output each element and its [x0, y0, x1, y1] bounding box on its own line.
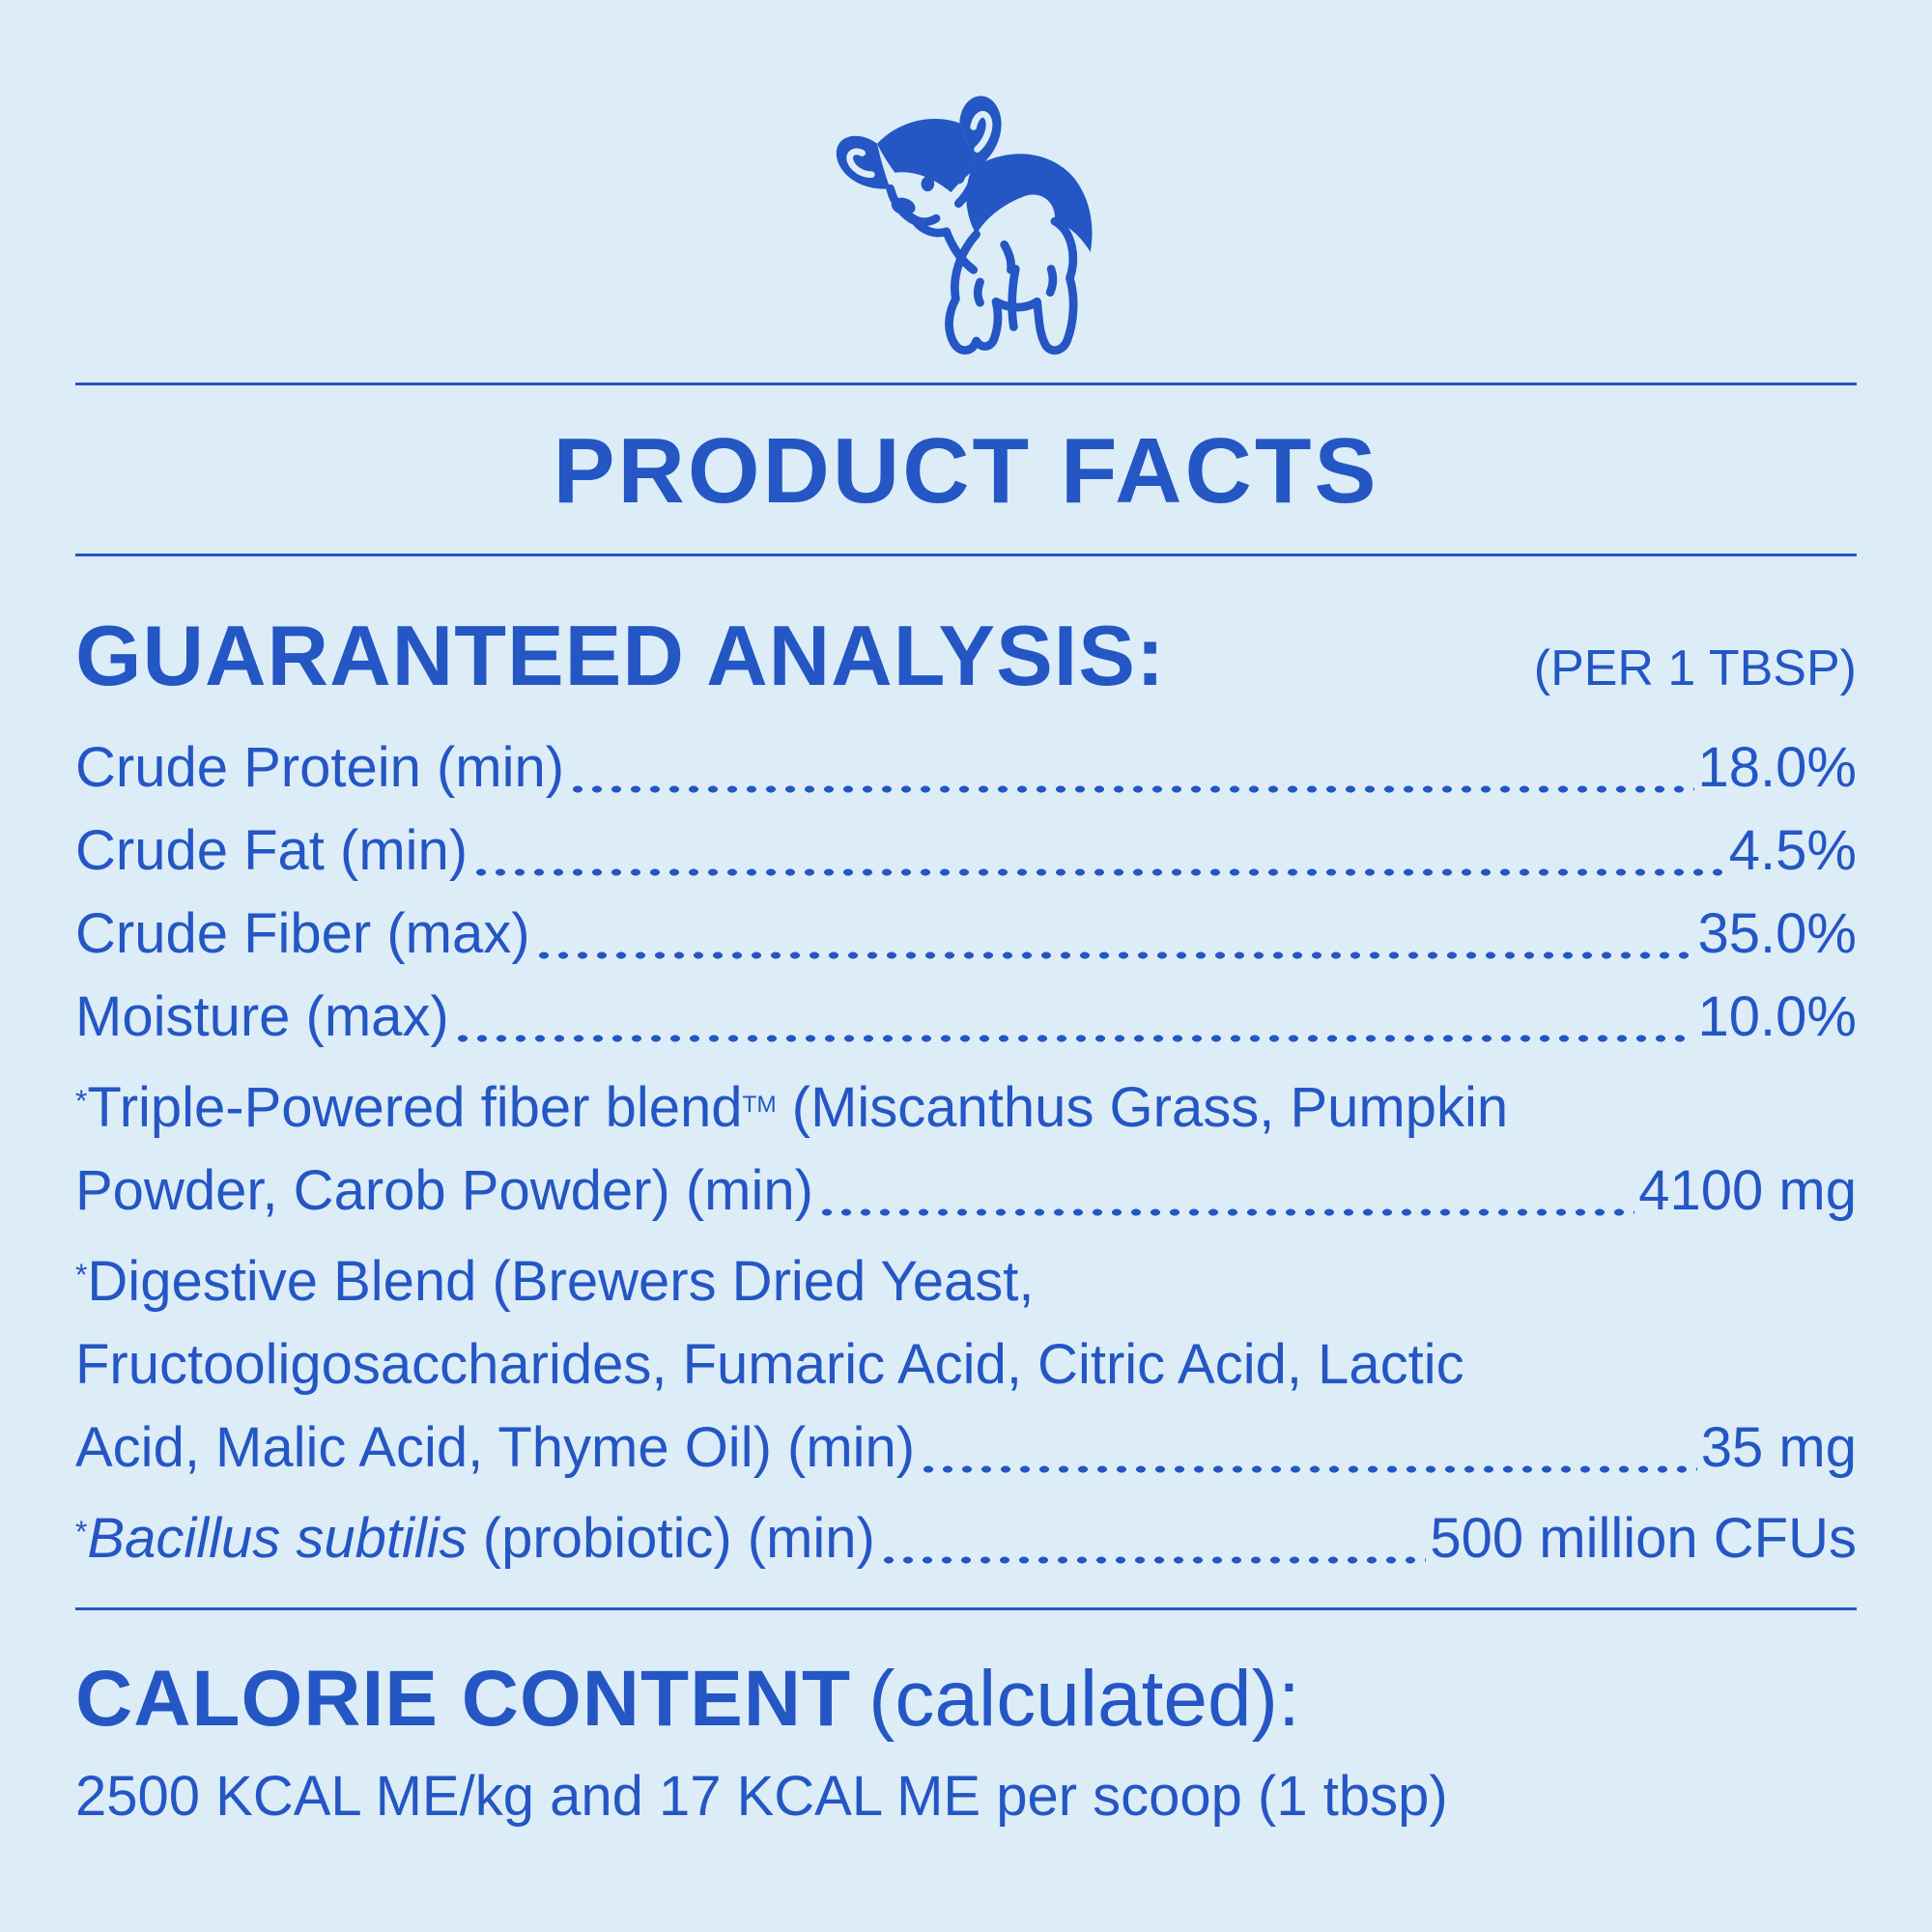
- calorie-content-header: CALORIE CONTENT (calculated):: [75, 1655, 1857, 1744]
- row-label: Crude Fat (min): [75, 819, 469, 882]
- asterisk-marker: *: [75, 1256, 88, 1292]
- page-title: PRODUCT FACTS: [553, 419, 1379, 523]
- row-label: *Digestive Blend (Brewers Dried Yeast,: [75, 1233, 1034, 1323]
- row-label-text-after: (Miscanthus Grass, Pumpkin: [776, 1075, 1509, 1139]
- analysis-row-crude-fiber: Crude Fiber (max) 35.0%: [75, 893, 1857, 976]
- row-label: Powder, Carob Powder) (min): [75, 1158, 813, 1222]
- row-label-text: Triple-Powered fiber blend: [87, 1075, 743, 1139]
- row-label: Fructooligosaccharides, Fumaric Acid, Ci…: [75, 1332, 1464, 1396]
- guaranteed-analysis-header: GUARANTEED ANALYSIS: (PER 1 TBSP): [75, 607, 1857, 705]
- row-value: 4100 mg: [1638, 1158, 1857, 1222]
- row-label: *Bacillus subtilis (probiotic) (min): [75, 1490, 875, 1580]
- corgi-illustration: [821, 83, 1111, 365]
- guaranteed-analysis-heading: GUARANTEED ANALYSIS:: [75, 608, 1166, 703]
- asterisk-marker: *: [75, 1083, 88, 1118]
- row-value: 35 mg: [1700, 1415, 1857, 1479]
- row-value: 4.5%: [1728, 819, 1857, 882]
- analysis-row-digestive-blend-line1: *Digestive Blend (Brewers Dried Yeast,: [75, 1233, 1857, 1323]
- row-label: Crude Fiber (max): [75, 902, 530, 965]
- corgi-dog-looking-back-icon: [836, 96, 1093, 355]
- divider-bottom: [75, 1606, 1857, 1610]
- row-label: Moisture (max): [75, 985, 449, 1048]
- dot-leader: [816, 1207, 1635, 1217]
- calorie-content-heading-suffix: (calculated):: [868, 1654, 1300, 1743]
- row-label: *Triple-Powered fiber blendTM (Miscanthu…: [75, 1059, 1508, 1150]
- row-label-text: Digestive Blend (Brewers Dried Yeast,: [87, 1249, 1035, 1313]
- row-label: Acid, Malic Acid, Thyme Oil) (min): [75, 1415, 916, 1479]
- row-value: 18.0%: [1697, 736, 1857, 799]
- dot-leader: [533, 951, 1694, 960]
- label-content: PRODUCT FACTS GUARANTEED ANALYSIS: (PER …: [0, 383, 1932, 1834]
- per-serving-note: (PER 1 TBSP): [1533, 640, 1857, 696]
- analysis-row-fiber-blend-line1: *Triple-Powered fiber blendTM (Miscanthu…: [75, 1059, 1857, 1150]
- analysis-row-moisture: Moisture (max) 10.0%: [75, 976, 1857, 1059]
- calorie-content-heading: CALORIE CONTENT: [75, 1654, 852, 1743]
- trademark-superscript: TM: [742, 1091, 777, 1118]
- analysis-row-crude-fat: Crude Fat (min) 4.5%: [75, 810, 1857, 893]
- analysis-row-digestive-blend-line2: Fructooligosaccharides, Fumaric Acid, Ci…: [75, 1323, 1857, 1406]
- row-label-text: (probiotic) (min): [467, 1506, 875, 1570]
- analysis-row-crude-protein: Crude Protein (min) 18.0%: [75, 726, 1857, 810]
- divider-top: [75, 383, 1857, 385]
- row-value: 35.0%: [1697, 902, 1857, 965]
- row-label-italic: Bacillus subtilis: [87, 1506, 468, 1570]
- divider-under-title: [75, 554, 1857, 556]
- analysis-row-fiber-blend-line2: Powder, Carob Powder) (min) 4100 mg: [75, 1150, 1857, 1233]
- dot-leader: [919, 1463, 1697, 1474]
- dot-leader: [568, 784, 1694, 794]
- row-value: 500 million CFUs: [1430, 1506, 1857, 1570]
- asterisk-marker: *: [75, 1513, 88, 1548]
- calorie-content-value: 2500 KCAL ME/kg and 17 KCAL ME per scoop…: [75, 1764, 1448, 1828]
- dot-leader: [878, 1554, 1427, 1565]
- analysis-row-digestive-blend-line3: Acid, Malic Acid, Thyme Oil) (min) 35 mg: [75, 1406, 1857, 1490]
- dot-leader: [452, 1034, 1694, 1043]
- analysis-row-bacillus-subtilis: *Bacillus subtilis (probiotic) (min) 500…: [75, 1490, 1857, 1580]
- row-label: Crude Protein (min): [75, 736, 565, 799]
- analysis-rows: Crude Protein (min) 18.0% Crude Fat (min…: [75, 726, 1857, 1580]
- dot-leader: [471, 867, 1725, 877]
- row-value: 10.0%: [1697, 985, 1857, 1048]
